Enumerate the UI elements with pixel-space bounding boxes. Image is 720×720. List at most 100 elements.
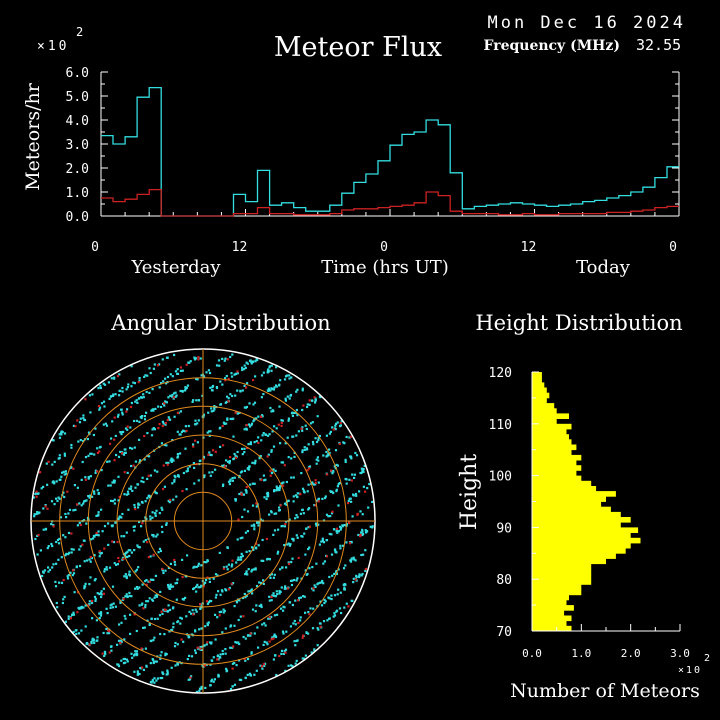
angular-point-cyan [97,534,100,537]
angular-point-cyan [100,590,103,593]
angular-point-cyan [170,585,173,588]
angular-point-cyan [156,533,159,536]
angular-point-cyan [299,512,302,515]
angular-point-cyan [194,357,198,360]
angular-point-cyan [166,669,169,672]
angular-point-cyan [340,527,343,530]
angular-point-red [338,442,341,445]
angular-point-cyan [349,560,353,563]
angular-point-cyan [236,558,239,561]
angular-point-cyan [261,538,264,542]
angular-point-cyan [133,419,136,423]
angular-point-cyan [179,452,182,455]
angular-point-cyan [253,673,256,676]
angular-point-cyan [95,619,98,622]
angular-point-cyan [268,595,271,598]
angular-point-cyan [195,590,198,593]
flux-y-tick-label: 4.0 [66,114,89,129]
angular-point-cyan [154,491,157,494]
height-bar [532,568,592,575]
angular-point-cyan [182,429,185,433]
angular-point-cyan [255,669,258,672]
height-bar [532,594,569,601]
angular-point-cyan [260,603,263,606]
angular-point-red [116,540,119,544]
angular-point-cyan [305,527,308,530]
angular-point-cyan [107,381,110,384]
angular-point-cyan [289,394,292,397]
angular-point-cyan [138,546,141,549]
angular-point-cyan [275,366,278,369]
angular-point-cyan [135,650,138,653]
angular-point-cyan [132,525,135,528]
angular-point-cyan [321,539,324,542]
angular-point-cyan [55,562,58,565]
angular-point-cyan [32,496,35,499]
angular-point-cyan [53,482,56,485]
angular-point-cyan [268,599,271,602]
angular-point-cyan [226,568,229,571]
angular-point-cyan [296,388,299,391]
angular-point-cyan [138,672,141,676]
height-bar [532,579,592,585]
angular-point-cyan [122,657,125,661]
angular-point-cyan [313,504,316,507]
angular-point-cyan [228,460,231,463]
angular-point-cyan [322,620,326,623]
flux-x-tick-label: 12 [521,240,537,255]
angular-point-cyan [221,652,224,656]
angular-point-cyan [109,395,112,398]
angular-point-cyan [315,440,319,444]
angular-point-cyan [84,456,88,459]
angular-point-cyan [191,400,194,403]
angular-point-cyan [241,447,244,450]
angular-point-cyan [273,633,276,636]
angular-point-cyan [280,461,283,464]
angular-point-cyan [168,608,172,611]
angular-point-cyan [114,393,117,396]
angular-point-cyan [172,606,175,609]
angular-point-red [176,411,179,415]
angular-point-cyan [163,633,166,636]
angular-point-cyan [209,684,212,687]
angular-point-cyan [166,672,169,676]
angular-point-cyan [200,627,203,630]
angular-point-cyan [301,429,304,432]
angular-point-red [185,363,188,366]
angular-point-cyan [136,673,139,676]
angular-point-cyan [251,592,254,595]
angular-point-cyan [243,447,246,450]
angular-point-cyan [169,373,172,376]
angular-point-red [141,522,144,525]
angular-point-cyan [192,399,195,402]
angular-point-cyan [207,601,211,604]
angular-point-cyan [243,469,246,472]
angular-point-cyan [300,535,303,538]
angular-point-cyan [196,583,199,586]
angular-point-cyan [80,478,83,481]
flux-y-tick-label: 1.0 [66,186,89,201]
angular-point-cyan [99,386,102,390]
angular-point-cyan [177,620,180,623]
angular-point-cyan [335,572,338,576]
angular-point-cyan [123,451,127,454]
angular-point-red [157,427,160,430]
angular-point-cyan [336,531,339,534]
flux-chart-series [101,86,679,217]
angular-point-cyan [359,510,362,513]
angular-point-cyan [179,410,183,413]
angular-point-cyan [213,406,216,409]
angular-point-cyan [229,393,232,396]
height-bar [532,584,582,590]
y-multiplier-exp: 2 [76,25,83,39]
angular-point-cyan [227,397,230,400]
angular-point-cyan [231,685,234,688]
angular-point-cyan [194,423,197,426]
angular-point-cyan [152,661,156,664]
angular-point-cyan [319,396,322,399]
angular-point-cyan [141,415,144,418]
angular-point-cyan [260,605,263,609]
flux-x-tick-label: 0 [91,240,99,255]
angular-point-cyan [306,403,309,406]
angular-point-cyan [160,442,163,445]
